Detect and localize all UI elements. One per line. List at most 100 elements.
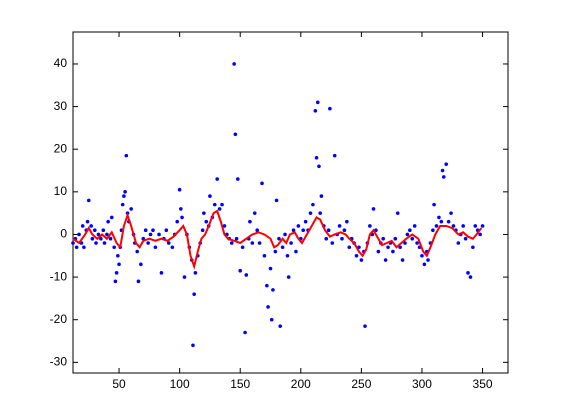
point (109, 215, 114, 220)
point (240, 245, 245, 250)
point (86, 198, 91, 203)
point (371, 207, 376, 211)
point (82, 245, 86, 250)
y-tick-label: -20 (50, 312, 68, 326)
point (403, 241, 407, 245)
x-tick-label: 50 (112, 377, 126, 391)
point (471, 245, 475, 250)
point (260, 181, 264, 186)
point (123, 190, 127, 194)
y-tick-label: 30 (54, 99, 68, 113)
point (463, 236, 468, 241)
point (192, 292, 196, 296)
point (456, 241, 461, 245)
point (157, 232, 161, 237)
point (405, 232, 410, 237)
point (347, 245, 352, 250)
point (112, 245, 116, 250)
point (330, 241, 335, 245)
point (410, 236, 415, 241)
point (328, 106, 332, 111)
point (296, 224, 301, 228)
point (313, 109, 318, 113)
point (71, 241, 75, 245)
point (332, 153, 337, 158)
point (314, 155, 319, 160)
point (478, 232, 482, 237)
point (235, 177, 240, 181)
point (143, 228, 148, 233)
point (244, 273, 249, 277)
point (269, 317, 274, 322)
point (262, 253, 267, 258)
point (301, 228, 306, 233)
point (170, 245, 175, 250)
x-tick-label: 200 (291, 377, 311, 391)
point (265, 283, 269, 288)
point (466, 271, 470, 275)
point (122, 194, 126, 198)
point (400, 258, 405, 262)
point (114, 271, 119, 275)
point (193, 271, 198, 275)
point (151, 228, 155, 233)
point (117, 262, 121, 267)
point (291, 228, 296, 233)
point (326, 228, 331, 233)
point (412, 224, 417, 228)
point (446, 219, 451, 224)
point (136, 279, 141, 284)
point (315, 100, 320, 105)
point (277, 236, 281, 241)
point (74, 245, 79, 250)
point (93, 228, 97, 233)
point (311, 202, 315, 207)
point (80, 224, 85, 228)
point (99, 236, 103, 241)
point (268, 266, 273, 271)
point (204, 219, 209, 224)
point (395, 211, 400, 215)
point (116, 253, 120, 258)
x-tick-label: 300 (412, 377, 432, 391)
point (283, 232, 287, 237)
point (391, 249, 395, 254)
point (233, 132, 238, 137)
plot-frame (72, 31, 509, 374)
point (280, 245, 285, 250)
y-tick-label: 40 (54, 56, 68, 70)
point (431, 228, 435, 233)
point (217, 207, 222, 211)
point (451, 224, 456, 228)
point (398, 245, 402, 250)
point (363, 324, 367, 328)
point (106, 219, 110, 224)
point (376, 249, 381, 254)
point (105, 232, 109, 237)
point (440, 168, 445, 173)
point (285, 253, 290, 258)
point (159, 271, 164, 275)
point (234, 236, 239, 241)
point (202, 211, 206, 215)
point (468, 275, 473, 279)
point (222, 224, 227, 228)
point (215, 177, 219, 181)
point (229, 241, 234, 245)
point (248, 219, 252, 224)
point (354, 253, 359, 258)
y-tick-label: 20 (54, 141, 68, 155)
point (422, 262, 427, 267)
point (135, 249, 140, 254)
point (177, 187, 182, 192)
point (319, 194, 324, 198)
point (108, 236, 113, 241)
point (166, 241, 171, 245)
point (345, 219, 349, 224)
point (200, 228, 205, 233)
y-tick-label: 10 (54, 184, 68, 198)
point (96, 232, 101, 237)
point (139, 262, 143, 267)
point (146, 241, 150, 245)
